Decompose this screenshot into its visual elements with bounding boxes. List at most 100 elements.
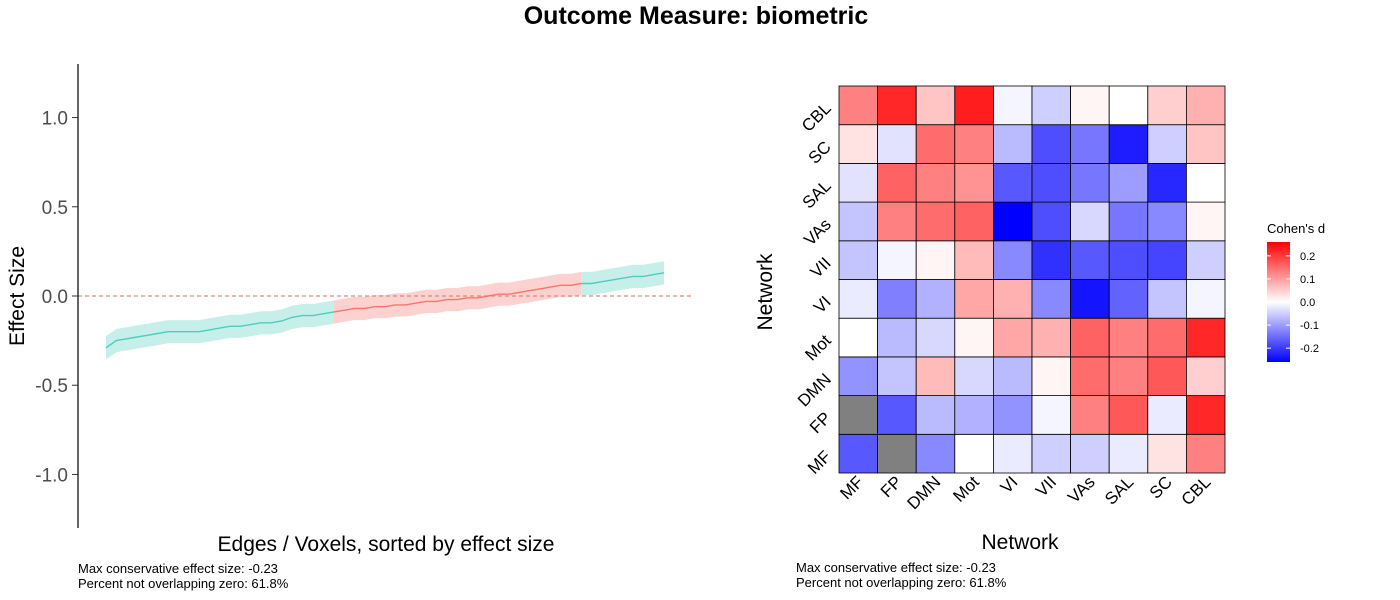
heatmap-cell xyxy=(1070,356,1110,396)
heatmap-cell xyxy=(993,395,1033,435)
heatmap-cell xyxy=(838,124,878,164)
heatmap-cell xyxy=(1147,240,1187,280)
heatmap-x-tick-label: SAL xyxy=(1101,472,1137,508)
heatmap-cell xyxy=(1031,279,1071,319)
heatmap-x-tick-label: VI xyxy=(997,472,1022,497)
heatmap-cell xyxy=(1070,433,1110,474)
heatmap-cell xyxy=(1070,279,1110,319)
heatmap-cell xyxy=(1147,395,1187,435)
caption-percent-nonzero: Percent not overlapping zero: 61.8% xyxy=(78,576,289,591)
heatmap-cell xyxy=(915,317,956,358)
heatmap-y-tick-label: Mot xyxy=(801,331,835,365)
heatmap-caption-max-effect: Max conservative effect size: -0.23 xyxy=(796,560,996,575)
heatmap-x-tick-label: Mot xyxy=(949,472,983,506)
heatmap-y-tick-label: VII xyxy=(807,254,835,282)
heatmap-cell xyxy=(1108,356,1149,396)
heatmap-cell xyxy=(1070,162,1110,203)
heatmap-cell xyxy=(1070,85,1110,126)
heatmap-cell xyxy=(1108,124,1149,164)
heatmap-caption-percent-nonzero: Percent not overlapping zero: 61.8% xyxy=(796,575,1007,590)
heatmap-cell xyxy=(1031,240,1071,280)
heatmap-cell xyxy=(1031,356,1071,396)
confidence-bands xyxy=(106,261,664,360)
heatmap-cell xyxy=(1108,317,1149,358)
heatmap-cell xyxy=(838,395,878,435)
heatmap-x-tick-label: VAs xyxy=(1064,472,1099,507)
heatmap-cell xyxy=(993,201,1033,242)
heatmap-cell xyxy=(1147,85,1187,126)
legend-tick-label: -0.2 xyxy=(1300,343,1319,355)
heatmap-cell xyxy=(954,279,994,319)
heatmap-cell xyxy=(993,162,1033,203)
y-tick-label: -1.0 xyxy=(35,465,68,486)
heatmap-cell xyxy=(993,240,1033,280)
heatmap-cell xyxy=(1186,279,1226,319)
heatmap-y-axis-title: Network xyxy=(754,253,777,331)
heatmap-cell xyxy=(1108,162,1149,203)
heatmap-x-axis-title: Network xyxy=(981,531,1059,554)
heatmap-cell xyxy=(838,279,878,319)
heatmap-cell xyxy=(954,201,994,242)
y-tick-label: -0.5 xyxy=(35,376,68,397)
heatmap-cell xyxy=(1108,240,1149,280)
heatmap-cell xyxy=(915,124,956,164)
heatmap-cell xyxy=(915,85,956,126)
heatmap-x-tick-label: FP xyxy=(877,472,906,501)
heatmap-cell xyxy=(1186,201,1226,242)
heatmap-x-tick-label: VII xyxy=(1032,472,1060,500)
heatmap-cell xyxy=(877,85,917,126)
caption-max-effect: Max conservative effect size: -0.23 xyxy=(78,561,278,576)
heatmap-cell xyxy=(1031,317,1071,358)
legend-ticks: 0.2 0.1 0.0 -0.1 -0.2 xyxy=(1267,251,1319,355)
heatmap-x-tick-label: CBL xyxy=(1178,472,1215,509)
heatmap-cell xyxy=(1147,317,1187,358)
heatmap-cell xyxy=(838,85,878,126)
heatmap-cell xyxy=(1108,433,1149,474)
heatmap-cell xyxy=(993,124,1033,164)
heatmap-cell xyxy=(993,85,1033,126)
heatmap-cell xyxy=(993,356,1033,396)
heatmap-cell xyxy=(1070,317,1110,358)
heatmap-cell xyxy=(1108,201,1149,242)
heatmap-y-tick-label: SC xyxy=(805,137,835,167)
heatmap-cells xyxy=(838,85,1226,474)
heatmap-cell xyxy=(877,317,917,358)
heatmap-cell xyxy=(1186,124,1226,164)
y-tick-label: 0.0 xyxy=(42,287,68,308)
heatmap-cell xyxy=(915,279,956,319)
heatmap-cell xyxy=(1108,85,1149,126)
heatmap-cell xyxy=(915,240,956,280)
heatmap-cell xyxy=(1108,395,1149,435)
heatmap-y-tick-label: MF xyxy=(804,447,835,478)
heatmap-cell xyxy=(1070,201,1110,242)
heatmap-cell xyxy=(954,395,994,435)
heatmap-cell xyxy=(954,240,994,280)
heatmap-x-tick-label: MF xyxy=(836,472,867,503)
ci-band-segment xyxy=(333,271,582,324)
heatmap-cell xyxy=(1147,201,1187,242)
y-axis-title: Effect Size xyxy=(6,246,29,346)
heatmap-y-tick-label: VAs xyxy=(800,215,835,250)
heatmap-y-tick-label: SAL xyxy=(799,176,835,212)
heatmap-cell xyxy=(838,162,878,203)
heatmap-cell xyxy=(915,433,956,474)
heatmap-cell xyxy=(1147,279,1187,319)
heatmap-cell xyxy=(1186,317,1226,358)
heatmap-y-tick-label: DMN xyxy=(794,370,835,411)
colorbar-legend: Cohen's d 0.2 0.1 0.0 -0.1 -0.2 xyxy=(1267,221,1325,362)
heatmap-cell xyxy=(877,162,917,203)
y-tick-label: 0.5 xyxy=(42,198,68,219)
heatmap-cell xyxy=(1186,240,1226,280)
heatmap-cell xyxy=(915,201,956,242)
heatmap-cell xyxy=(877,395,917,435)
heatmap-cell xyxy=(954,85,994,126)
heatmap-cell xyxy=(838,433,878,474)
heatmap-cell xyxy=(915,356,956,396)
heatmap-cell xyxy=(1070,240,1110,280)
legend-title: Cohen's d xyxy=(1267,221,1325,236)
legend-tick-label: 0.0 xyxy=(1300,297,1315,309)
